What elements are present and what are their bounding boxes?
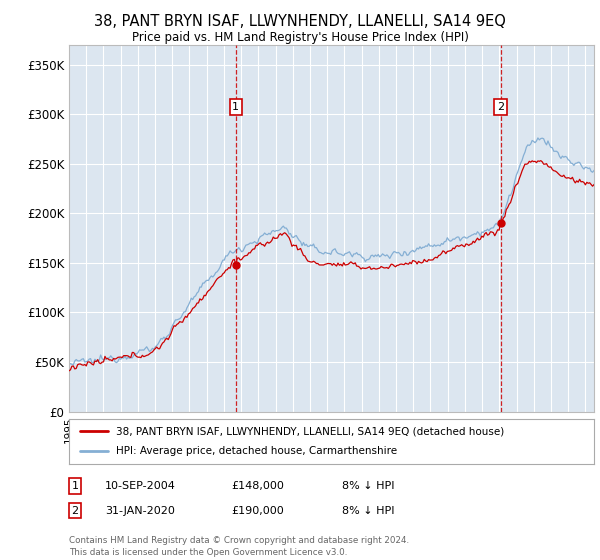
Text: Contains HM Land Registry data © Crown copyright and database right 2024.
This d: Contains HM Land Registry data © Crown c… <box>69 536 409 557</box>
Text: 2: 2 <box>497 102 504 112</box>
Text: £148,000: £148,000 <box>231 481 284 491</box>
Text: 8% ↓ HPI: 8% ↓ HPI <box>342 506 395 516</box>
Text: 8% ↓ HPI: 8% ↓ HPI <box>342 481 395 491</box>
Text: 31-JAN-2020: 31-JAN-2020 <box>105 506 175 516</box>
Text: 38, PANT BRYN ISAF, LLWYNHENDY, LLANELLI, SA14 9EQ: 38, PANT BRYN ISAF, LLWYNHENDY, LLANELLI… <box>94 14 506 29</box>
Text: 10-SEP-2004: 10-SEP-2004 <box>105 481 176 491</box>
Text: 2: 2 <box>71 506 79 516</box>
Text: HPI: Average price, detached house, Carmarthenshire: HPI: Average price, detached house, Carm… <box>116 446 397 456</box>
Text: Price paid vs. HM Land Registry's House Price Index (HPI): Price paid vs. HM Land Registry's House … <box>131 31 469 44</box>
Text: 1: 1 <box>71 481 79 491</box>
Text: 38, PANT BRYN ISAF, LLWYNHENDY, LLANELLI, SA14 9EQ (detached house): 38, PANT BRYN ISAF, LLWYNHENDY, LLANELLI… <box>116 426 505 436</box>
Text: £190,000: £190,000 <box>231 506 284 516</box>
Text: 1: 1 <box>232 102 239 112</box>
